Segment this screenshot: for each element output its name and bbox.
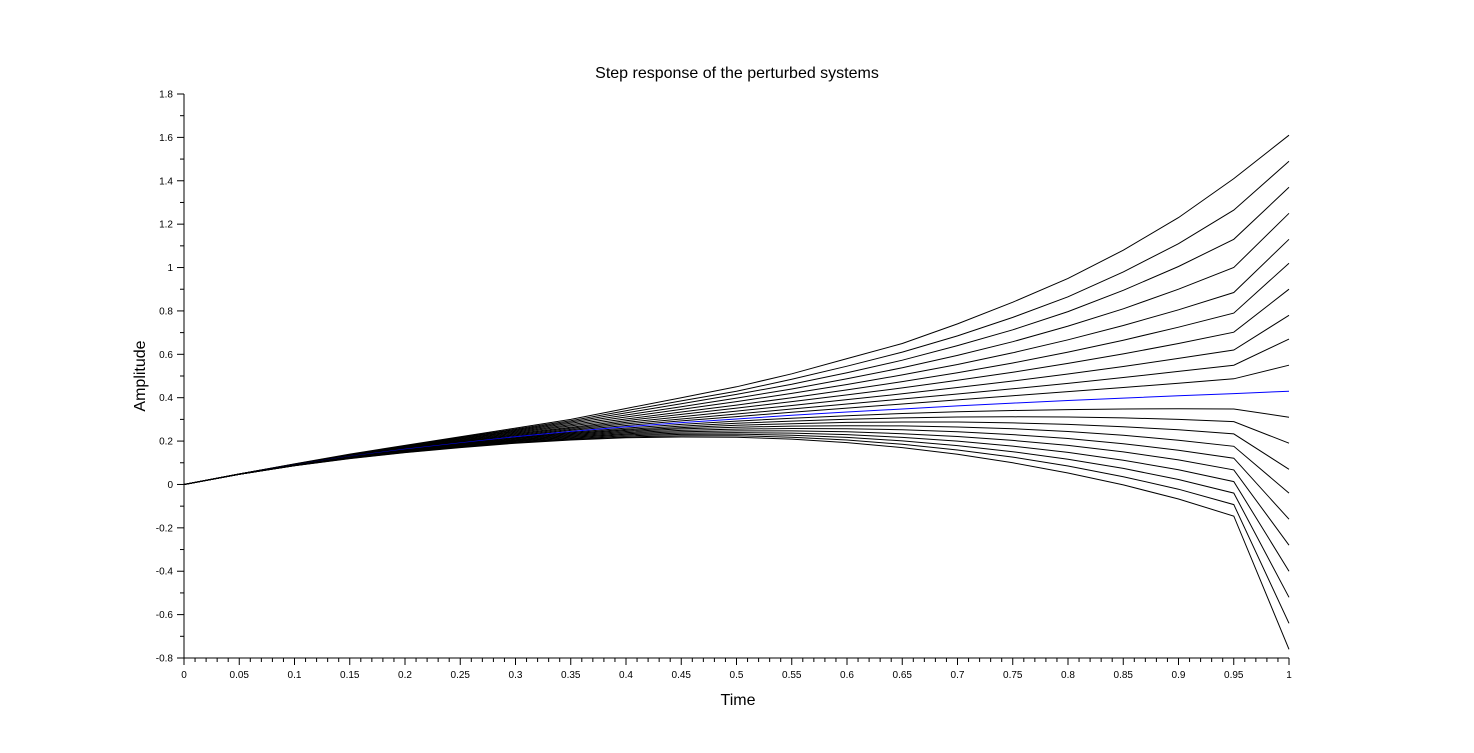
y-tick-label: 1 xyxy=(167,263,173,274)
perturbed-step-response-line xyxy=(183,427,1290,520)
x-tick-label: 0.55 xyxy=(782,670,802,681)
perturbed-step-response-line xyxy=(183,238,1290,485)
y-tick-label: 1.2 xyxy=(159,220,173,231)
x-tick-label: 0.1 xyxy=(288,670,302,681)
y-tick-label: -0.2 xyxy=(156,523,174,534)
x-tick-label: 0.25 xyxy=(451,670,471,681)
y-tick-label: 0 xyxy=(167,480,173,491)
x-tick-label: 0.95 xyxy=(1224,670,1244,681)
perturbed-step-response-line xyxy=(183,430,1290,546)
perturbed-step-response-line xyxy=(183,408,1290,485)
x-tick-label: 0.35 xyxy=(561,670,581,681)
y-tick-label: 0.4 xyxy=(159,393,173,404)
x-tick-label: 0.75 xyxy=(1003,670,1023,681)
x-tick-label: 0.3 xyxy=(509,670,523,681)
x-tick-label: 0.15 xyxy=(340,670,360,681)
x-tick-label: 0.2 xyxy=(398,670,412,681)
perturbed-step-response-line xyxy=(183,186,1290,485)
y-tick-label: 0.6 xyxy=(159,350,173,361)
perturbed-step-response-line xyxy=(183,432,1290,572)
x-tick-label: 0.85 xyxy=(1114,670,1134,681)
x-tick-label: 1 xyxy=(1286,670,1292,681)
perturbed-step-response-line xyxy=(183,435,1290,624)
chart-title: Step response of the perturbed systems xyxy=(595,65,879,82)
x-tick-label: 0.4 xyxy=(619,670,633,681)
x-tick-label: 0.6 xyxy=(840,670,854,681)
x-tick-label: 0.45 xyxy=(672,670,692,681)
y-axis-label: Amplitude xyxy=(132,340,149,411)
x-tick-label: 0 xyxy=(181,670,187,681)
y-tick-label: 1.4 xyxy=(159,176,173,187)
x-tick-label: 0.05 xyxy=(230,670,250,681)
y-tick-label: 0.8 xyxy=(159,306,173,317)
x-axis-label: Time xyxy=(721,692,756,709)
perturbed-step-response-line xyxy=(183,436,1290,650)
curves-group xyxy=(183,134,1290,650)
y-tick-label: -0.4 xyxy=(156,567,174,578)
y-tick-label: -0.6 xyxy=(156,610,174,621)
perturbed-step-response-line xyxy=(183,262,1290,485)
y-tick-label: -0.8 xyxy=(156,654,174,665)
perturbed-step-response-line xyxy=(183,338,1290,485)
x-tick-label: 0.5 xyxy=(730,670,744,681)
x-tick-label: 0.8 xyxy=(1061,670,1075,681)
y-tick-label: 1.8 xyxy=(159,90,173,101)
x-tick-label: 0.65 xyxy=(893,670,913,681)
axes-group: 0 0.05 0.1 0.15 0.2 0.25 0.3 0.35 0.4 0.45 0.5 0.55… xyxy=(156,90,1292,682)
x-tick-label: 0.9 xyxy=(1172,670,1186,681)
y-tick-label: 0.2 xyxy=(159,437,173,448)
y-tick-label: 1.6 xyxy=(159,133,173,144)
x-tick-label: 0.7 xyxy=(951,670,965,681)
